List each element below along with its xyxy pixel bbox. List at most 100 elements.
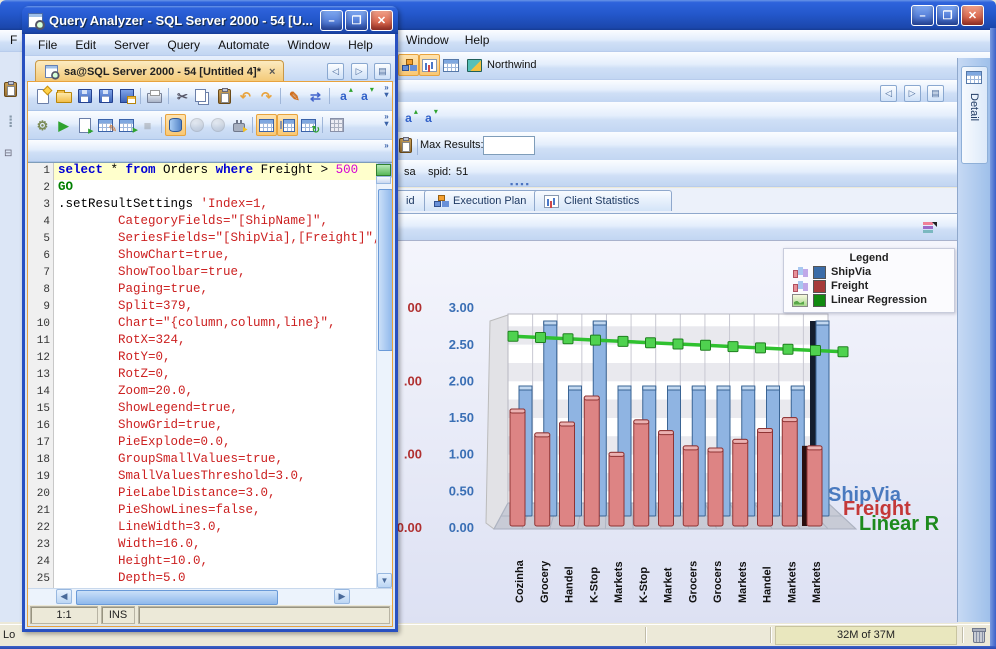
code-line: Paging=true, [58,282,209,296]
redo-button[interactable]: ↷ [256,85,277,107]
back-menu-fragment[interactable]: F [10,33,18,47]
menu-item-edit[interactable]: Edit [75,37,97,52]
result-tab-execution-plan[interactable]: Execution Plan [424,190,548,211]
execute-to-file-button[interactable] [74,114,95,136]
bar-shipvia-cap [716,385,731,391]
front-minimize-button[interactable]: – [320,10,343,31]
bar-freight-cap [583,395,600,401]
line-number-gutter: 1 2 3 4 5 6 7 8 9 10 11 12 13 14 15 16 17 18 19 20 21 22 23 24 2… [28,163,54,588]
max-results-input[interactable] [483,136,535,155]
bar-shipvia-cap [642,385,657,391]
splitter-grip[interactable]: ▪▪▪▪ [510,179,531,189]
scroll-down-icon[interactable]: ▼ [377,573,392,588]
status-empty-panel [138,606,390,624]
tab-prev-icon[interactable]: ◁ [327,63,345,80]
back-close-button[interactable]: ✕ [961,5,984,26]
bar-freight-cap [608,451,625,457]
chart-legend: Legend ShipVia Freight Linear Regression [783,248,955,313]
doc-prev-icon[interactable]: ◁ [880,85,898,102]
line-number: 2 [43,182,50,194]
bar-freight-9 [707,447,724,527]
show-results-grid-button[interactable] [256,114,277,136]
scroll-left-icon[interactable]: ◀ [56,589,72,604]
paste-button[interactable] [214,85,235,107]
front-maximize-button[interactable]: ❒ [345,10,368,31]
back-menu-item-help[interactable]: Help [464,33,490,47]
query-tab-close-icon[interactable]: × [269,65,276,78]
vertical-scroll-thumb[interactable] [378,189,392,351]
toolbar-overflow-icon-2[interactable]: » ▾ [384,112,389,128]
print-button[interactable] [144,85,165,107]
editor-split-button[interactable] [376,164,391,176]
tree-collapse-icon[interactable]: ⊟ [4,148,13,159]
font-b-button[interactable] [418,107,439,129]
editor-split-handle[interactable] [376,176,391,184]
show-chart-toggle[interactable] [419,54,440,76]
category-label-1: Cozinha [514,559,526,603]
back-minimize-button[interactable]: – [911,5,934,26]
show-plan-toggle[interactable] [398,54,419,76]
editor-horizontal-scrollbar[interactable]: ◀ ▶ [28,588,392,605]
toolbar-overflow-icon-3[interactable]: » [384,141,389,150]
menu-item-file[interactable]: File [38,37,58,52]
save-as-button[interactable] [95,85,116,107]
database-selector[interactable]: Northwind [461,54,543,76]
show-table-toggle[interactable] [440,54,461,76]
line-number: 24 [36,556,50,568]
format-pen-button[interactable]: ✎ [284,85,305,107]
execute-query-button[interactable]: ▶ [53,114,74,136]
export-grid-button[interactable] [116,114,138,136]
max-results-label: Max Results: [420,139,484,151]
detail-tab[interactable]: Detail [961,66,988,164]
toolbar-overflow-icon[interactable]: » ▾ [384,83,389,99]
font-a-button[interactable] [398,107,419,129]
disconnect-button[interactable] [228,114,249,136]
client-statistics-button[interactable] [326,114,347,136]
new-query-button[interactable] [32,85,53,107]
menu-item-server[interactable]: Server [114,37,150,52]
chart-options-icon [922,222,937,234]
edit-grid-button[interactable] [95,114,117,136]
menu-item-window[interactable]: Window [287,37,331,52]
doc-list-icon[interactable]: ▤ [927,85,944,102]
trash-icon[interactable] [972,628,986,643]
find-replace-button[interactable]: ⇄ [305,85,326,107]
doc-next-icon[interactable]: ▷ [903,85,921,102]
save-all-button[interactable] [116,85,137,107]
menu-item-automate[interactable]: Automate [218,37,270,52]
font-shrink-button[interactable] [354,85,375,107]
front-titlebar[interactable]: Query Analyzer - SQL Server 2000 - 54 [U… [22,6,398,34]
editor-vertical-scrollbar[interactable]: ▲ ▼ [376,163,392,588]
menu-item-help[interactable]: Help [348,37,373,52]
cut-button[interactable]: ✂ [172,85,193,107]
query-tab[interactable]: sa@SQL Server 2000 - 54 [Untitled 4]* × [35,60,285,82]
scroll-right-icon[interactable]: ▶ [334,589,350,604]
front-close-button[interactable]: ✕ [370,10,393,31]
bar-shipvia-cap [667,385,681,391]
front-statusbar: 1:1 INS [28,605,392,625]
line-number: 22 [36,522,50,534]
chart-options-button[interactable] [919,217,940,239]
show-results-tree-button[interactable] [277,114,298,136]
result-tab-client-statistics[interactable]: Client Statistics [534,190,672,211]
refresh-results-button[interactable] [298,114,320,136]
back-maximize-button[interactable]: ❒ [936,5,959,26]
open-file-button[interactable] [53,85,74,107]
tab-next-icon[interactable]: ▷ [350,63,368,80]
menu-item-query[interactable]: Query [167,37,201,52]
session-spid: 51 [456,166,469,178]
tab-list-icon[interactable]: ▤ [374,63,391,80]
copy-button[interactable] [193,85,214,107]
parse-query-button[interactable]: ⚙ [32,114,53,136]
back-menu-item-window[interactable]: Window [406,33,449,47]
undo-button[interactable]: ↶ [235,85,256,107]
font-grow-button[interactable] [333,85,354,107]
code-area[interactable]: select * from Orders where Freight > 500… [54,163,392,588]
save-button[interactable] [74,85,95,107]
regression-marker-8 [700,339,711,351]
refresh-database-button[interactable] [165,114,186,136]
horizontal-scroll-thumb[interactable] [76,590,278,605]
sql-editor[interactable]: 1 2 3 4 5 6 7 8 9 10 11 12 13 14 15 16 17 18 19 20 21 22 23 24 2… [28,162,392,588]
bar-freight-cap [633,419,650,425]
bar-freight-cap [757,428,773,433]
